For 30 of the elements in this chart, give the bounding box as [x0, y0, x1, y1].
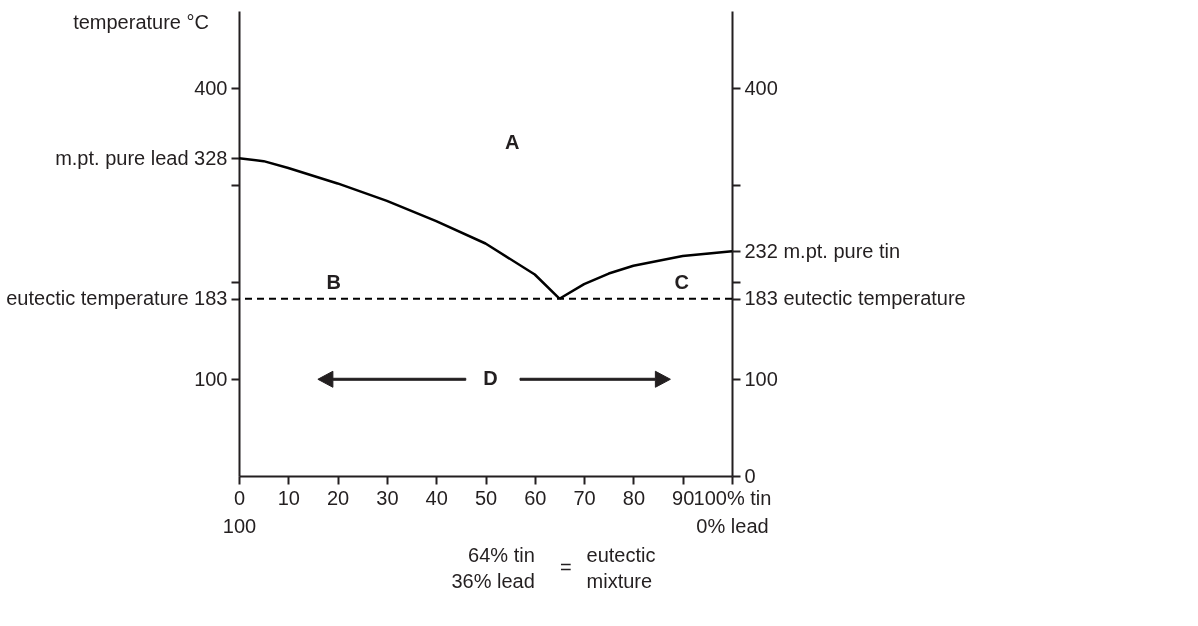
y-tick-label: 100 — [194, 367, 228, 390]
y2-tick-label: 400 — [744, 77, 778, 99]
x-tick-label: 40 — [425, 486, 448, 509]
x-tick-label: 20 — [326, 486, 350, 509]
annotation: A — [504, 131, 520, 154]
annotation: D — [483, 367, 498, 390]
x-tick-label: 30 — [376, 486, 399, 509]
x-tick-label: 80 — [622, 486, 646, 509]
x2-tick-label: 100 — [222, 514, 257, 537]
y2-tick-label: 100 — [744, 367, 778, 390]
x-tick-label: 10 — [277, 486, 300, 509]
x-tick-label: 0 — [233, 486, 246, 509]
text: = — [560, 556, 572, 578]
x-tick-label: 50 — [474, 486, 498, 509]
x-tick-label: 90 — [672, 486, 695, 509]
y2-tick-label: 0 — [744, 464, 756, 487]
annotation: B — [326, 271, 341, 294]
y-tick-label: 400 — [194, 77, 228, 99]
y-axis-title: temperature °C — [73, 11, 209, 33]
text: eutectic mixture — [586, 544, 656, 592]
annotation: C — [674, 271, 689, 294]
y-tick-label: eutectic temperature 183 — [6, 287, 228, 310]
text: 64% tin 36% lead — [451, 544, 535, 592]
y-tick-label: m.pt. pure lead 328 — [55, 146, 228, 169]
x2-tick-label: 0% lead — [696, 514, 769, 537]
x-tick-label: 60 — [524, 486, 547, 509]
y2-tick-label: 232 m.pt. pure tin — [744, 239, 901, 262]
x-tick-label: 100% tin — [693, 486, 772, 509]
x-tick-label: 70 — [573, 486, 596, 509]
y2-tick-label: 183 eutectic temperature — [744, 287, 966, 310]
